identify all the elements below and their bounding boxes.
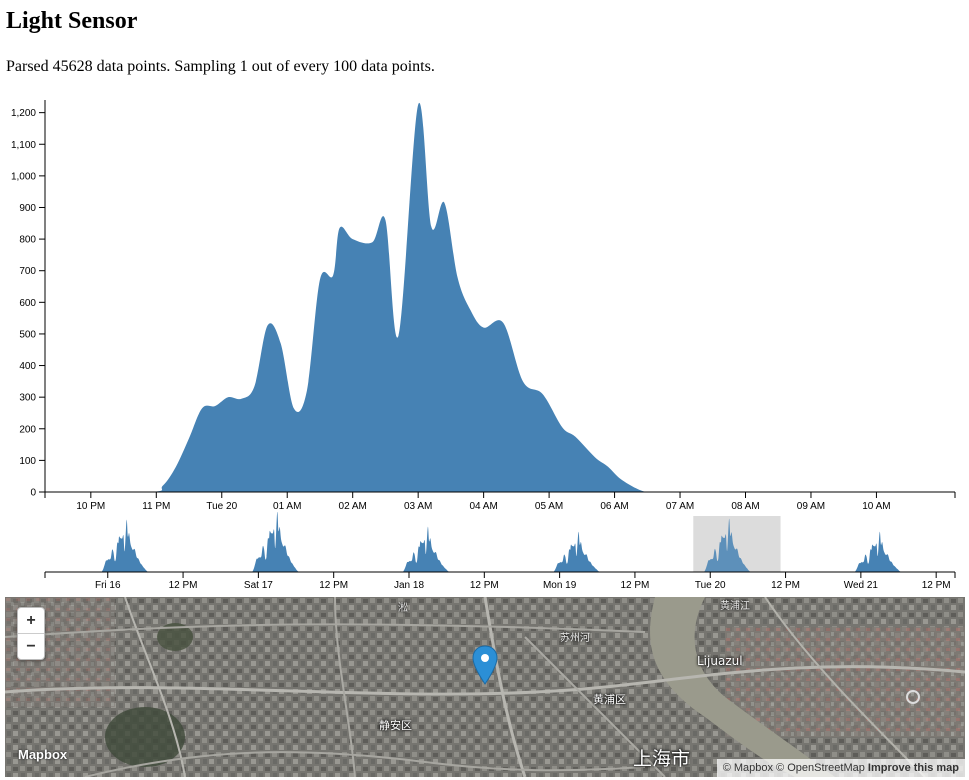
- y-tick-label: 1,100: [11, 140, 36, 151]
- main-area-chart: 0 100 200 300 400 500 600 700 800 900 1,000 1,100 1,…: [11, 100, 956, 512]
- map-label-song: 淞: [398, 603, 408, 614]
- map-label-suzhou-creek: 苏州河: [560, 633, 590, 644]
- y-tick-label: 1,200: [11, 108, 36, 119]
- x-tick-label: 04 AM: [469, 501, 497, 512]
- overview-tick-label: 12 PM: [470, 580, 499, 591]
- x-tick-label: Tue 20: [206, 501, 237, 512]
- improve-map-link[interactable]: Improve this map: [867, 762, 959, 774]
- zoom-out-button[interactable]: −: [18, 633, 44, 659]
- y-tick-label: 700: [19, 266, 36, 277]
- zoom-in-button[interactable]: +: [26, 612, 36, 629]
- brush-overview-chart[interactable]: Fri 16 12 PM Sat 17 12 PM Jan 18 12 PM Mon 19 1…: [0, 512, 969, 594]
- mapbox-logo[interactable]: Mapbox: [18, 747, 68, 762]
- x-tick-label: 05 AM: [535, 501, 563, 512]
- y-tick-label: 1,000: [11, 171, 36, 182]
- x-tick-label: 10 PM: [76, 501, 105, 512]
- overview-tick-label: 12 PM: [169, 580, 198, 591]
- y-tick-label: 800: [19, 235, 36, 246]
- overview-tick-label: Mon 19: [543, 580, 577, 591]
- map-label-lijuazul: Lijuazul: [697, 654, 743, 668]
- overview-tick-label: 12 PM: [922, 580, 951, 591]
- y-tick-label: 600: [19, 298, 36, 309]
- overview-day-area: [90, 519, 167, 573]
- x-tick-label: 07 AM: [666, 501, 694, 512]
- overview-tick-label: Wed 21: [844, 580, 879, 591]
- status-text: Parsed 45628 data points. Sampling 1 out…: [6, 58, 435, 75]
- zoom-control: + −: [17, 607, 45, 660]
- overview-day-area: [693, 518, 769, 573]
- x-tick-label: 09 AM: [797, 501, 825, 512]
- overview-x-axis: Fri 16 12 PM Sat 17 12 PM Jan 18 12 PM Mon 19 1…: [44, 571, 956, 591]
- overview-day-area: [241, 512, 317, 573]
- y-tick-label: 100: [19, 456, 36, 467]
- page-title: Light Sensor: [6, 8, 138, 34]
- satellite-imagery[interactable]: [5, 597, 965, 777]
- overview-day-area: [843, 531, 920, 573]
- map-marker-icon[interactable]: [472, 645, 498, 685]
- map-label-huangpu-river: 黄浦江: [720, 601, 750, 612]
- y-tick-label: 500: [19, 329, 36, 340]
- overview-tick-label: 12 PM: [771, 580, 800, 591]
- map-label-huangpu: 黄浦区: [593, 693, 626, 706]
- x-tick-label: 02 AM: [339, 501, 367, 512]
- overview-tick-label: Jan 18: [394, 580, 424, 591]
- overview-tick-label: 12 PM: [319, 580, 348, 591]
- x-tick-label: 03 AM: [404, 501, 432, 512]
- map-attribution: © Mapbox © OpenStreetMap Improve this ma…: [716, 759, 965, 777]
- map-label-shanghai: 上海市: [633, 748, 691, 770]
- map[interactable]: + − Lijuazul 黄浦区 静安区 上海市 苏州河 黄浦江 淞 Mapbo…: [5, 597, 965, 777]
- y-tick-label: 0: [30, 488, 36, 499]
- y-tick-label: 300: [19, 393, 36, 404]
- light-area: [45, 102, 955, 493]
- overview-tick-label: Fri 16: [95, 580, 121, 591]
- x-tick-label: 06 AM: [600, 501, 628, 512]
- y-tick-label: 400: [19, 361, 36, 372]
- y-tick-label: 200: [19, 424, 36, 435]
- overview-day-area: [392, 526, 468, 573]
- map-label-jingan: 静安区: [379, 719, 412, 732]
- y-tick-label: 900: [19, 203, 36, 214]
- x-tick-label: 11 PM: [142, 501, 170, 512]
- osm-link[interactable]: OpenStreetMap: [787, 762, 865, 774]
- overview-day-area: [542, 531, 618, 573]
- overview-tick-label: 12 PM: [620, 580, 649, 591]
- attribution-prefix: © Mapbox ©: [722, 762, 788, 774]
- x-tick-label: 01 AM: [273, 501, 301, 512]
- x-tick-label: 10 AM: [862, 501, 890, 512]
- overview-tick-label: Tue 20: [695, 580, 726, 591]
- y-axis: 0 100 200 300 400 500 600 700 800 900 1,000 1,100 1,…: [11, 100, 46, 499]
- x-tick-label: 08 AM: [731, 501, 759, 512]
- x-axis: 10 PM 11 PM Tue 20 01 AM 02 AM 03 AM 04 AM 05 A…: [44, 491, 956, 512]
- overview-tick-label: Sat 17: [244, 580, 273, 591]
